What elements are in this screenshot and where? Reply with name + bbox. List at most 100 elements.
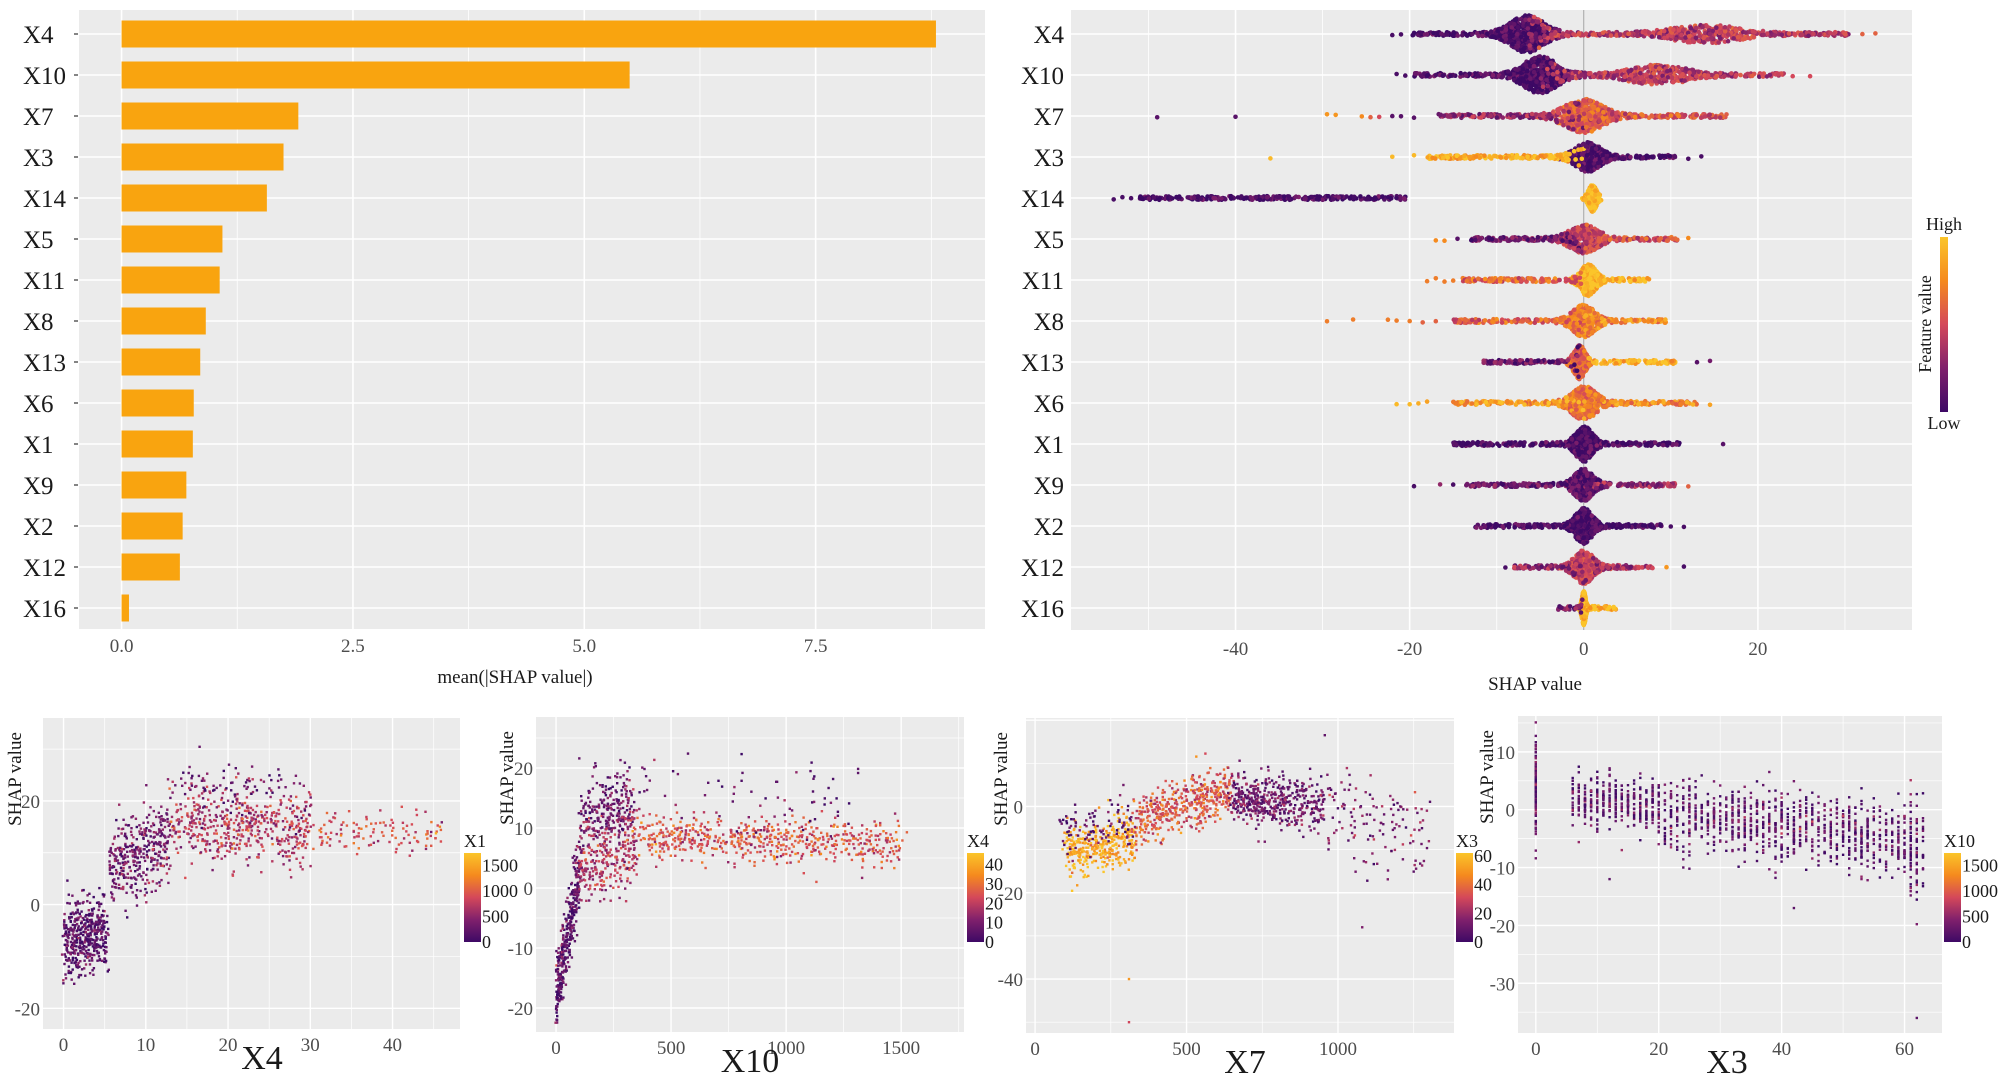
shap-point (1731, 36, 1736, 41)
shap-point (1532, 55, 1537, 61)
shap-point (1621, 68, 1627, 73)
shap-point (1525, 26, 1531, 31)
shap-point (1622, 74, 1627, 79)
shap-point (1442, 238, 1447, 243)
shap-point (1545, 66, 1550, 72)
shap-point (1560, 78, 1565, 84)
shap-point (1750, 29, 1756, 34)
shap-point (1617, 32, 1623, 37)
shap-point (1860, 31, 1865, 37)
shap-point (1595, 160, 1601, 166)
shap-point (1617, 236, 1622, 242)
shap-point (1632, 114, 1638, 120)
shap-point (1682, 78, 1687, 83)
shap-point (1303, 196, 1308, 201)
shap-point (1243, 196, 1249, 201)
shap-point (1522, 37, 1528, 43)
shap-point (1586, 231, 1592, 237)
shap-point (1546, 71, 1551, 76)
y-tick-label: X10 (1021, 63, 1064, 90)
shap-point (1543, 153, 1548, 158)
shap-point (1139, 195, 1145, 201)
shap-point (1584, 239, 1589, 245)
shap-point (1554, 76, 1560, 81)
shap-point (1656, 66, 1662, 71)
shap-point (1670, 79, 1676, 85)
shap-point (1799, 32, 1805, 38)
shap-point (1608, 33, 1614, 38)
shap-point (1324, 112, 1330, 117)
shap-point (1725, 38, 1731, 44)
shap-point (1602, 70, 1608, 75)
shap-point (1510, 42, 1515, 47)
shap-point (1547, 238, 1552, 243)
shap-point (1626, 31, 1631, 37)
shap-point (1526, 31, 1532, 37)
shap-point (1533, 42, 1538, 48)
shap-point (1565, 73, 1571, 78)
shap-point (1450, 33, 1456, 38)
shap-beeswarm-summary-plot: -40 -20 0 20X4X10X7X3X14X5X11X8X13X6X1X9X2X… (1021, 10, 1962, 695)
shap-point (1522, 234, 1528, 240)
shap-point (1571, 32, 1576, 37)
shap-point (1542, 235, 1548, 241)
shap-point (1601, 109, 1606, 115)
shap-point (1185, 195, 1190, 200)
x-axis-title: mean(|SHAP value|) (437, 667, 592, 688)
shap-point (1828, 30, 1833, 36)
shap-point (1478, 236, 1483, 242)
shap-point (1460, 32, 1465, 38)
bar-x8 (121, 307, 206, 335)
shap-point (1564, 102, 1569, 108)
shap-point (1510, 33, 1515, 38)
x-tick-label: -20 (1397, 639, 1422, 660)
shap-point (1614, 110, 1619, 116)
shap-point (1561, 108, 1566, 114)
shap-point (1557, 27, 1562, 33)
x-tick-label: 2.5 (341, 636, 365, 657)
shap-point (1807, 73, 1813, 79)
shap-point (1580, 223, 1585, 229)
shap-point (1445, 155, 1450, 160)
shap-point (1583, 107, 1588, 112)
shap-point (1531, 63, 1537, 69)
shap-point (1649, 34, 1655, 39)
shap-point (1326, 194, 1331, 199)
shap-point (1566, 77, 1572, 83)
shap-point (1402, 196, 1407, 201)
y-tick-label: X4 (23, 22, 54, 49)
shap-point (1792, 31, 1797, 37)
bar-x13 (121, 348, 201, 376)
shap-point (1607, 237, 1613, 242)
shap-point (1628, 154, 1633, 160)
shap-point (1574, 233, 1580, 238)
shap-point (1626, 115, 1631, 120)
shap-point (1593, 188, 1598, 193)
shap-point (1658, 236, 1664, 241)
shap-point (1772, 33, 1778, 38)
x-tick-label: 5.0 (572, 636, 596, 657)
shap-point (1646, 30, 1652, 35)
shap-point (1433, 238, 1439, 243)
shap-point (1463, 73, 1469, 78)
shap-point (1767, 72, 1773, 78)
shap-point (1549, 32, 1554, 38)
shap-point (1581, 165, 1587, 171)
shap-point (1521, 30, 1526, 36)
y-tick-label: X11 (1022, 268, 1064, 295)
shap-point (1390, 154, 1395, 160)
shap-point (1433, 72, 1439, 78)
shap-point (1682, 112, 1688, 118)
shap-point (1499, 75, 1505, 80)
shap-point (1581, 228, 1587, 233)
feature-points-x4 (1390, 13, 1878, 55)
shap-point (1687, 70, 1692, 75)
shap-point (1390, 32, 1395, 38)
shap-point (1168, 195, 1173, 200)
shap-point (1336, 195, 1341, 200)
y-tick-label: X7 (1033, 104, 1064, 131)
bar-x7 (121, 102, 299, 130)
shap-point (1458, 70, 1463, 76)
shap-point (1570, 226, 1576, 232)
shap-point (1688, 25, 1694, 31)
